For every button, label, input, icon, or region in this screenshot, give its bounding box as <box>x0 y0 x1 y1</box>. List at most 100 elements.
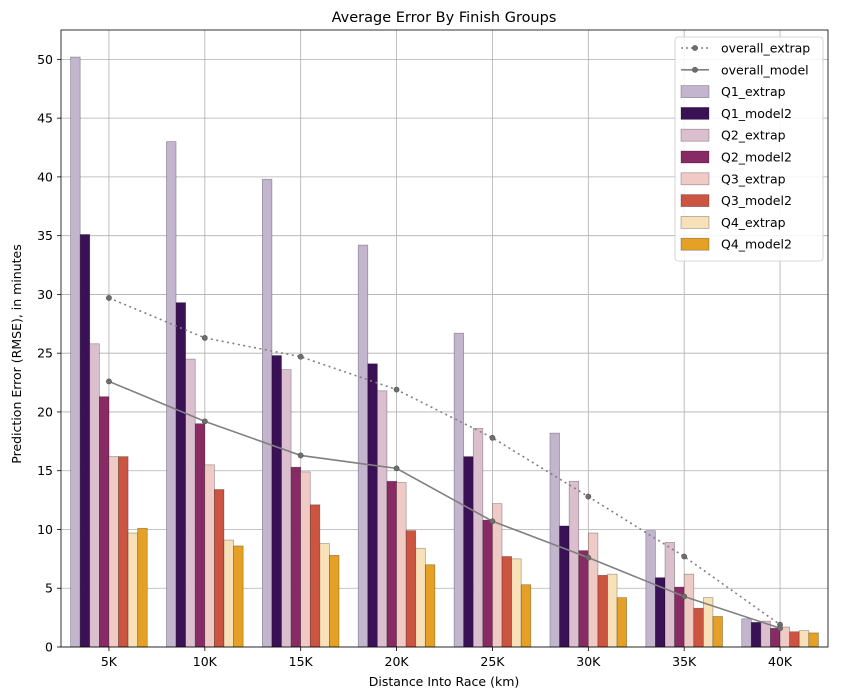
line-overall_extrap <box>108 297 781 626</box>
point-overall_model <box>585 554 592 561</box>
legend-swatch-Q2_extrap <box>680 128 710 142</box>
bar-Q4_model2 <box>329 554 340 648</box>
legend-label-overall_extrap: overall_extrap <box>721 41 810 56</box>
bar-Q3_extrap <box>108 456 119 648</box>
bar-Q3_extrap <box>587 532 599 648</box>
point-overall_model <box>297 452 304 459</box>
legend-label-Q4_extrap: Q4_extrap <box>721 215 786 230</box>
legend-label-Q1_model2: Q1_model2 <box>721 106 792 121</box>
bar-Q2_model2 <box>98 396 110 648</box>
y-tick-label: 40 <box>37 169 53 184</box>
bar-Q1_extrap <box>549 432 560 648</box>
bar-Q3_model2 <box>214 489 225 648</box>
point-overall_model <box>106 378 112 385</box>
bar-Q2_model2 <box>770 627 781 648</box>
point-overall_extrap <box>106 295 112 301</box>
point-overall_model <box>777 625 783 632</box>
point-overall_extrap <box>297 353 304 360</box>
bar-Q2_model2 <box>290 466 302 648</box>
bar-Q4_model2 <box>712 616 723 648</box>
y-tick-label: 5 <box>45 581 53 596</box>
legend-label-Q2_model2: Q2_model2 <box>721 150 792 165</box>
chart-title: Average Error By Finish Groups <box>332 10 557 26</box>
bar-Q1_extrap <box>261 178 273 648</box>
y-axis-ticks: 0 5 10 15 20 25 30 35 40 45 50 <box>37 52 61 655</box>
bar-Q1_model2 <box>367 363 378 648</box>
bar-Q1_model2 <box>463 456 474 648</box>
bar-Q3_model2 <box>309 504 321 648</box>
y-tick-label: 35 <box>37 228 53 243</box>
y-tick-label: 50 <box>37 52 53 67</box>
bar-Q1_extrap <box>357 244 369 648</box>
bar-Q1_model2 <box>750 621 762 648</box>
bar-Q2_extrap <box>281 369 292 648</box>
point-overall_extrap <box>489 434 496 441</box>
legend-label-Q2_extrap: Q2_extrap <box>721 128 786 143</box>
y-tick-label: 30 <box>37 287 53 302</box>
legend-marker-overall_model <box>692 66 698 73</box>
point-overall_model <box>489 518 496 525</box>
bar-Q2_model2 <box>386 480 397 648</box>
legend-label-Q1_extrap: Q1_extrap <box>721 84 786 99</box>
bar-Q4_extrap <box>127 532 139 648</box>
x-tick-label: 5K <box>101 654 118 669</box>
bar-Q4_model2 <box>520 584 532 648</box>
bar-Q3_model2 <box>118 456 129 648</box>
legend: overall_extrap overall_model Q1_extrap Q1_m… <box>674 36 824 262</box>
bar-Q4_model2 <box>137 527 148 648</box>
legend-label-Q3_extrap: Q3_extrap <box>721 171 786 186</box>
bar-Q3_extrap <box>204 464 215 648</box>
point-overall_extrap <box>393 386 400 393</box>
legend-swatch-Q3_model2 <box>680 194 710 207</box>
y-tick-label: 25 <box>37 346 53 361</box>
legend-box <box>674 36 824 262</box>
x-tick-label: 30K <box>576 654 601 669</box>
bar-Q1_model2 <box>559 525 570 648</box>
bar-Q3_extrap <box>396 482 407 648</box>
bar-Q3_model2 <box>597 574 608 648</box>
x-tick-label: 35K <box>672 654 697 669</box>
plot-frame <box>60 29 829 648</box>
bar-Q2_extrap <box>472 428 484 648</box>
legend-swatch-Q3_extrap <box>680 172 710 186</box>
legend-marker-overall_extrap <box>692 45 698 51</box>
y-tick-label: 20 <box>37 404 53 419</box>
y-axis-label: Prediction Error (RMSE), in minutes <box>9 244 24 463</box>
bar-Q1_model2 <box>271 355 282 648</box>
bar-Q4_model2 <box>424 564 436 648</box>
x-tick-label: 40K <box>768 654 793 669</box>
y-tick-label: 10 <box>37 522 53 537</box>
bar-Q1_extrap <box>70 56 81 648</box>
bar-Q4_model2 <box>233 545 244 648</box>
bar-Q1_model2 <box>79 234 91 648</box>
point-overall_extrap <box>681 553 688 560</box>
bar-Q3_extrap <box>683 573 695 648</box>
bar-Q2_extrap <box>89 343 100 648</box>
bar-Q4_extrap <box>319 543 330 648</box>
x-axis-label: Distance Into Race (km) <box>369 674 520 689</box>
bar-Q4_extrap <box>415 547 426 648</box>
legend-swatch-Q1_extrap <box>680 85 710 98</box>
bar-Q2_model2 <box>482 519 493 648</box>
bar-Q1_extrap <box>166 141 177 648</box>
bar-Q3_model2 <box>789 631 800 648</box>
bar-Q4_extrap <box>798 630 810 648</box>
legend-label-overall_model: overall_model <box>721 62 809 77</box>
bar-Q2_extrap <box>377 390 388 648</box>
bar-Q4_extrap <box>223 539 234 648</box>
bar-Q2_model2 <box>194 423 206 648</box>
summary-lines <box>106 295 783 632</box>
bar-Q3_model2 <box>405 530 417 648</box>
bar-Q4_extrap <box>511 558 522 648</box>
line-overall_model <box>108 380 781 629</box>
bar-Q4_extrap <box>607 573 618 648</box>
bars <box>70 56 819 648</box>
bar-Q3_model2 <box>693 607 704 648</box>
y-tick-label: 45 <box>37 111 53 126</box>
point-overall_extrap <box>585 493 592 500</box>
x-tick-label: 10K <box>193 654 218 669</box>
point-overall_model <box>393 465 400 472</box>
bar-Q3_model2 <box>501 556 512 648</box>
x-axis-ticks: 5K 10K 15K 20K 25K 30K 35K 40K <box>101 647 793 669</box>
